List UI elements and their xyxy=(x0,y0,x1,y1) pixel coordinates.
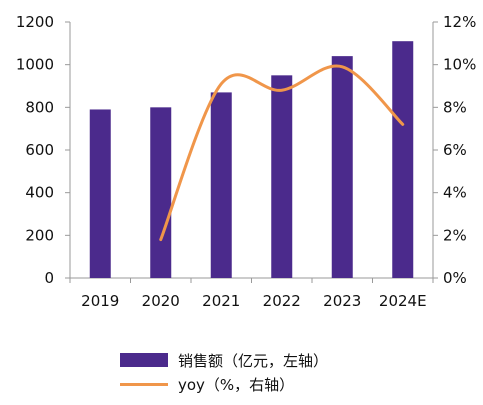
y-right-tick-label: 10% xyxy=(443,56,476,74)
legend-item-sales: 销售额（亿元，左轴） xyxy=(120,348,420,372)
y-right-tick-label: 12% xyxy=(443,13,476,31)
legend-label-yoy: yoy（%，右轴） xyxy=(178,375,295,394)
y-right-tick-label: 0% xyxy=(443,269,467,287)
x-tick-label: 2021 xyxy=(202,292,240,310)
bar-sales-2022 xyxy=(271,75,293,278)
bar-sales-2024E xyxy=(392,41,414,279)
y-left-tick-label: 1200 xyxy=(16,13,54,31)
y-left-tick-label: 600 xyxy=(25,141,54,159)
y-right-tick-label: 2% xyxy=(443,226,467,244)
legend-swatch-sales xyxy=(120,353,168,367)
y-left-tick-label: 800 xyxy=(25,98,54,116)
line-yoy xyxy=(159,64,405,242)
legend-swatch-yoy xyxy=(120,382,168,386)
x-tick-label: 2023 xyxy=(323,292,361,310)
x-tick-label: 2022 xyxy=(263,292,301,310)
bar-sales-2023 xyxy=(331,56,353,279)
bar-sales-2020 xyxy=(150,107,172,278)
y-left-tick-label: 400 xyxy=(25,184,54,202)
bar-sales-2021 xyxy=(210,92,232,279)
y-right-tick-label: 6% xyxy=(443,141,467,159)
y-left-tick-label: 200 xyxy=(25,226,54,244)
x-tick-label: 2019 xyxy=(81,292,119,310)
y-left-tick-label: 0 xyxy=(44,269,54,287)
legend-item-yoy: yoy（%，右轴） xyxy=(120,372,420,396)
y-left-tick-label: 1000 xyxy=(16,56,54,74)
legend: 销售额（亿元，左轴） yoy（%，右轴） xyxy=(120,348,420,396)
x-tick-label: 2020 xyxy=(142,292,180,310)
legend-label-sales: 销售额（亿元，左轴） xyxy=(178,351,329,370)
x-tick-label: 2024E xyxy=(379,292,427,310)
chart-plot: 0 200 400 600 800 1000 1200 0% 2% 4% 6% 8% 10% 12% 201… xyxy=(16,13,477,310)
y-right-tick-label: 8% xyxy=(443,98,467,116)
bar-sales-2019 xyxy=(89,109,111,278)
y-right-tick-label: 4% xyxy=(443,184,467,202)
